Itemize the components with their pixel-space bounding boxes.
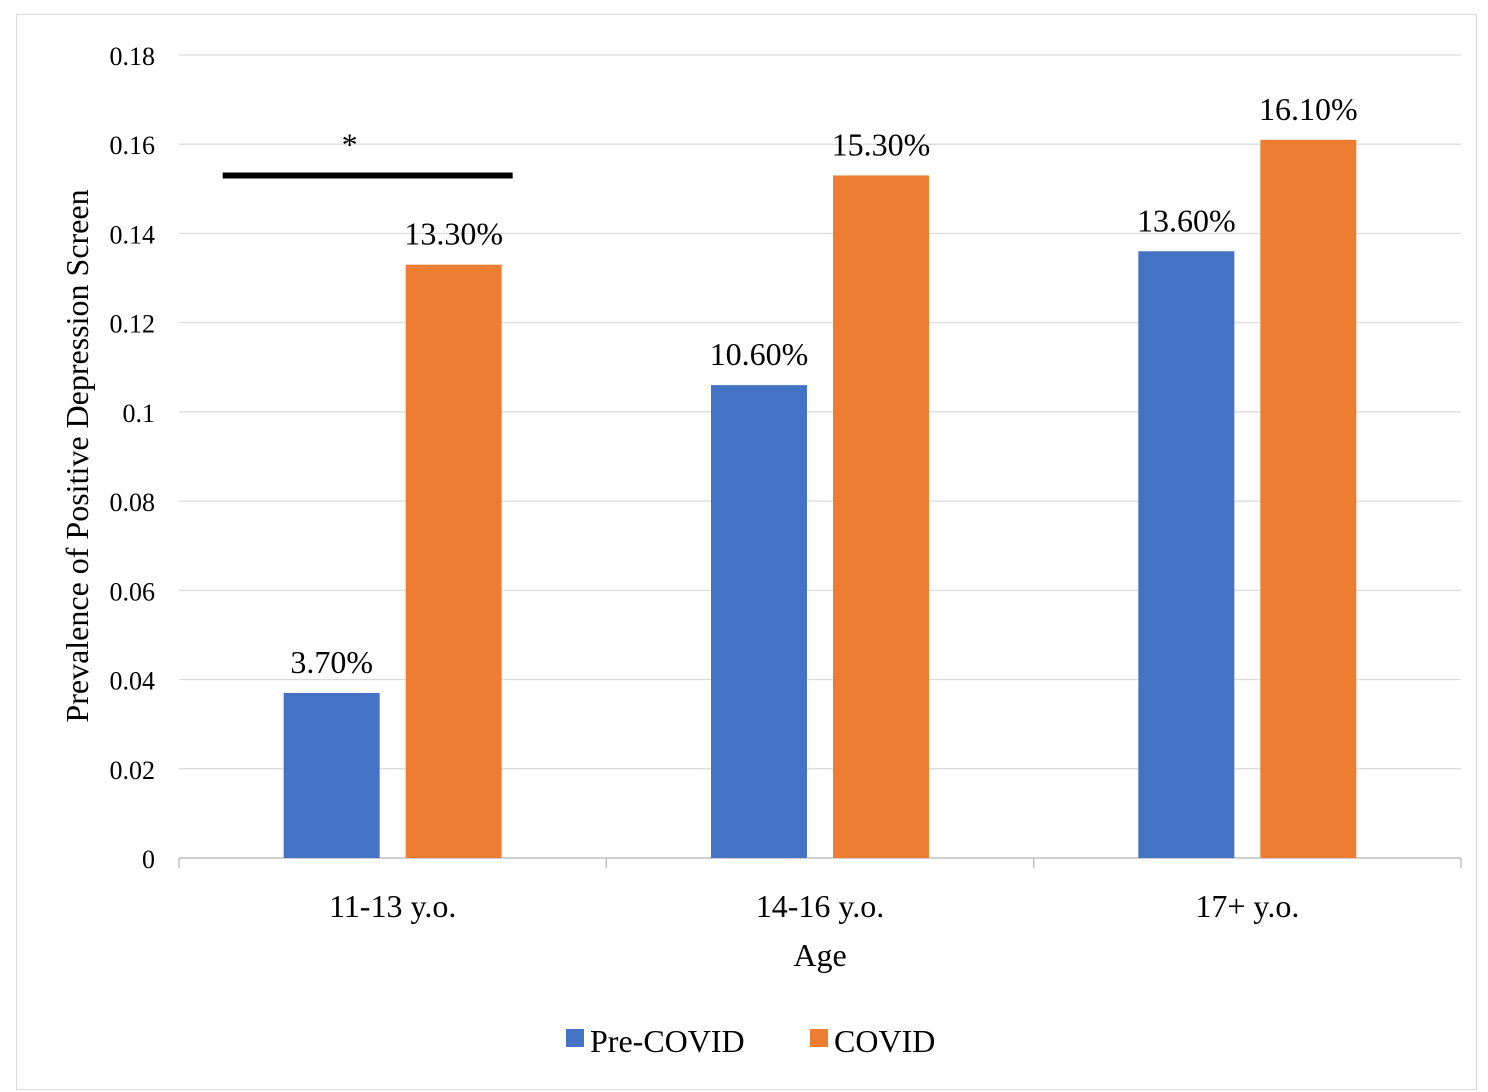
y-tick-label: 0.1 bbox=[123, 399, 156, 428]
y-tick-label: 0.18 bbox=[110, 42, 156, 71]
bar-pre-covid bbox=[1138, 251, 1235, 859]
x-tick-label: 11-13 y.o. bbox=[329, 888, 456, 924]
significance-marker: * bbox=[342, 126, 358, 162]
y-axis-label: Prevalence of Positive Depression Screen bbox=[59, 189, 95, 722]
data-label: 13.30% bbox=[404, 216, 503, 252]
data-label: 15.30% bbox=[832, 126, 931, 162]
y-tick-label: 0.08 bbox=[110, 488, 156, 517]
legend-swatch bbox=[566, 1029, 584, 1047]
data-label: 3.70% bbox=[290, 644, 373, 680]
bar-covid bbox=[405, 264, 502, 858]
x-tick-label: 14-16 y.o. bbox=[756, 888, 885, 924]
legend-label: Pre-COVID bbox=[590, 1023, 745, 1059]
x-axis-label: Age bbox=[793, 937, 846, 973]
data-label: 16.10% bbox=[1259, 91, 1358, 127]
legend-label: COVID bbox=[834, 1023, 935, 1059]
bars bbox=[283, 139, 1357, 859]
gridlines bbox=[179, 54, 1461, 770]
bar-pre-covid bbox=[283, 692, 380, 858]
data-label: 10.60% bbox=[710, 336, 809, 372]
y-tick-label: 0 bbox=[142, 845, 155, 874]
y-tick-label: 0.12 bbox=[110, 310, 156, 339]
y-tick-label: 0.14 bbox=[110, 220, 156, 249]
y-tick-label: 0.02 bbox=[110, 756, 156, 785]
legend: Pre-COVID COVID bbox=[566, 1023, 935, 1059]
y-tick-label: 0.16 bbox=[110, 131, 156, 160]
y-tick-label: 0.04 bbox=[110, 667, 156, 696]
bar-covid bbox=[1260, 139, 1357, 858]
x-axis: 11-13 y.o. 14-16 y.o. 17+ y.o. bbox=[178, 857, 1462, 924]
bar-pre-covid bbox=[711, 385, 807, 858]
significance-annotation: * bbox=[222, 126, 513, 179]
y-axis-ticks: 0 0.02 0.04 0.06 0.08 0.1 0.12 0.14 0.16 0.18 bbox=[110, 42, 156, 874]
data-label: 13.60% bbox=[1137, 202, 1236, 238]
y-tick-label: 0.06 bbox=[110, 577, 156, 606]
legend-swatch bbox=[810, 1029, 828, 1047]
x-tick-label: 17+ y.o. bbox=[1195, 888, 1299, 924]
bar-covid bbox=[833, 175, 929, 858]
data-labels: 3.70% 10.60% 13.60% 13.30% 15.30% 16.10% bbox=[290, 91, 1357, 680]
